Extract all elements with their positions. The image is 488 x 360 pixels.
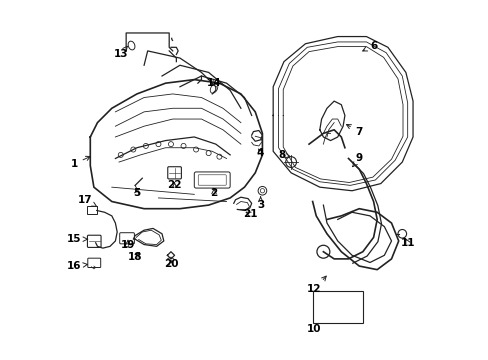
Text: 11: 11 <box>400 238 414 248</box>
Text: 20: 20 <box>163 259 178 269</box>
Text: 19: 19 <box>121 239 135 249</box>
Text: 1: 1 <box>70 156 90 169</box>
Text: 8: 8 <box>278 150 289 160</box>
Text: 2: 2 <box>210 188 217 198</box>
Text: 9: 9 <box>352 153 362 167</box>
Text: 18: 18 <box>128 252 142 262</box>
Text: 4: 4 <box>256 148 264 158</box>
Text: 10: 10 <box>306 324 321 334</box>
Text: 12: 12 <box>306 276 325 294</box>
Text: 22: 22 <box>167 180 182 190</box>
Bar <box>86 206 97 214</box>
Text: 6: 6 <box>362 41 376 51</box>
Bar <box>312 291 362 323</box>
Text: 13: 13 <box>113 46 128 59</box>
Text: 3: 3 <box>257 197 264 210</box>
Text: 7: 7 <box>346 125 362 136</box>
Text: 21: 21 <box>242 209 257 219</box>
Text: 15: 15 <box>67 234 87 244</box>
Text: 14: 14 <box>206 78 221 88</box>
Text: 5: 5 <box>133 188 140 198</box>
Text: 17: 17 <box>78 195 97 207</box>
Text: 16: 16 <box>67 261 87 271</box>
